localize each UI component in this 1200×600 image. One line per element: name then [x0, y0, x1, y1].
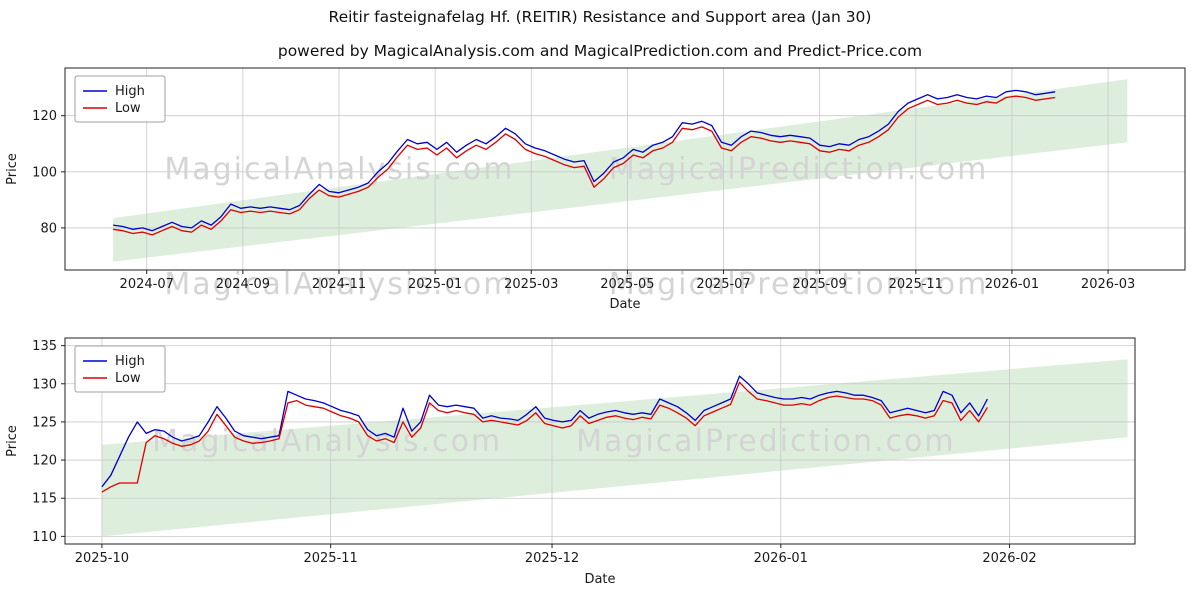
watermark-text: MagicalPrediction.com: [576, 424, 956, 459]
legend-label-low: Low: [115, 101, 141, 116]
legend-label-low: Low: [115, 371, 141, 386]
y-tick-label: 135: [32, 339, 57, 354]
x-tick-label: 2025-01: [408, 277, 462, 292]
watermark-text: MagicalPrediction.com: [609, 267, 989, 302]
y-tick-label: 110: [32, 530, 57, 545]
legend: [74, 75, 166, 123]
support-resistance-band: [101, 359, 1128, 537]
support-resistance-band: [113, 79, 1128, 262]
high-line: [113, 89, 1056, 232]
legend-label-high: High: [115, 84, 145, 99]
x-tick-label: 2025-07: [696, 277, 750, 292]
x-tick-label: 2026-01: [754, 551, 808, 566]
recent-price-chart: MagicalAnalysis.com MagicalPrediction.com…: [5, 337, 1136, 587]
x-axis-label: Date: [609, 297, 640, 312]
y-tick-label: 115: [32, 492, 57, 507]
x-axis-label: Date: [584, 572, 615, 587]
main-price-chart: MagicalAnalysis.com MagicalPrediction.com…: [5, 67, 1186, 312]
x-tick-label: 2025-05: [600, 277, 654, 292]
x-tick-label: 2024-09: [216, 277, 270, 292]
y-tick-label: 120: [32, 454, 57, 469]
legend: [74, 345, 166, 393]
x-tick-label: 2025-09: [793, 277, 847, 292]
high-line: [101, 375, 988, 488]
y-tick-label: 120: [32, 109, 57, 124]
x-tick-label: 2024-11: [312, 277, 366, 292]
chart-title: Reitir fasteignafelag Hf. (REITIR) Resis…: [328, 8, 872, 26]
x-tick-label: 2025-12: [525, 551, 579, 566]
y-axis-label: Price: [5, 425, 20, 457]
x-tick-label: 2026-01: [985, 277, 1039, 292]
watermark-text: MagicalAnalysis.com: [164, 152, 514, 187]
x-tick-label: 2025-03: [504, 277, 558, 292]
x-tick-label: 2026-03: [1081, 277, 1135, 292]
watermark-text: MagicalAnalysis.com: [164, 267, 514, 302]
legend-label-high: High: [115, 354, 145, 369]
chart-subtitle: powered by MagicalAnalysis.com and Magic…: [277, 42, 923, 60]
y-tick-label: 80: [40, 221, 57, 236]
plot-frame: [64, 67, 1186, 271]
x-tick-label: 2025-11: [889, 277, 943, 292]
y-tick-label: 130: [32, 377, 57, 392]
x-tick-label: 2024-07: [120, 277, 174, 292]
plot-frame: [64, 337, 1136, 545]
y-tick-label: 125: [32, 415, 57, 430]
low-line: [101, 381, 988, 493]
x-tick-label: 2025-11: [303, 551, 357, 566]
watermark-text: MagicalPrediction.com: [609, 152, 989, 187]
watermark-text: MagicalAnalysis.com: [152, 424, 502, 459]
y-axis-label: Price: [5, 153, 20, 185]
low-line: [113, 95, 1056, 236]
x-tick-label: 2026-02: [982, 551, 1036, 566]
y-tick-label: 100: [32, 165, 57, 180]
x-tick-label: 2025-10: [75, 551, 129, 566]
